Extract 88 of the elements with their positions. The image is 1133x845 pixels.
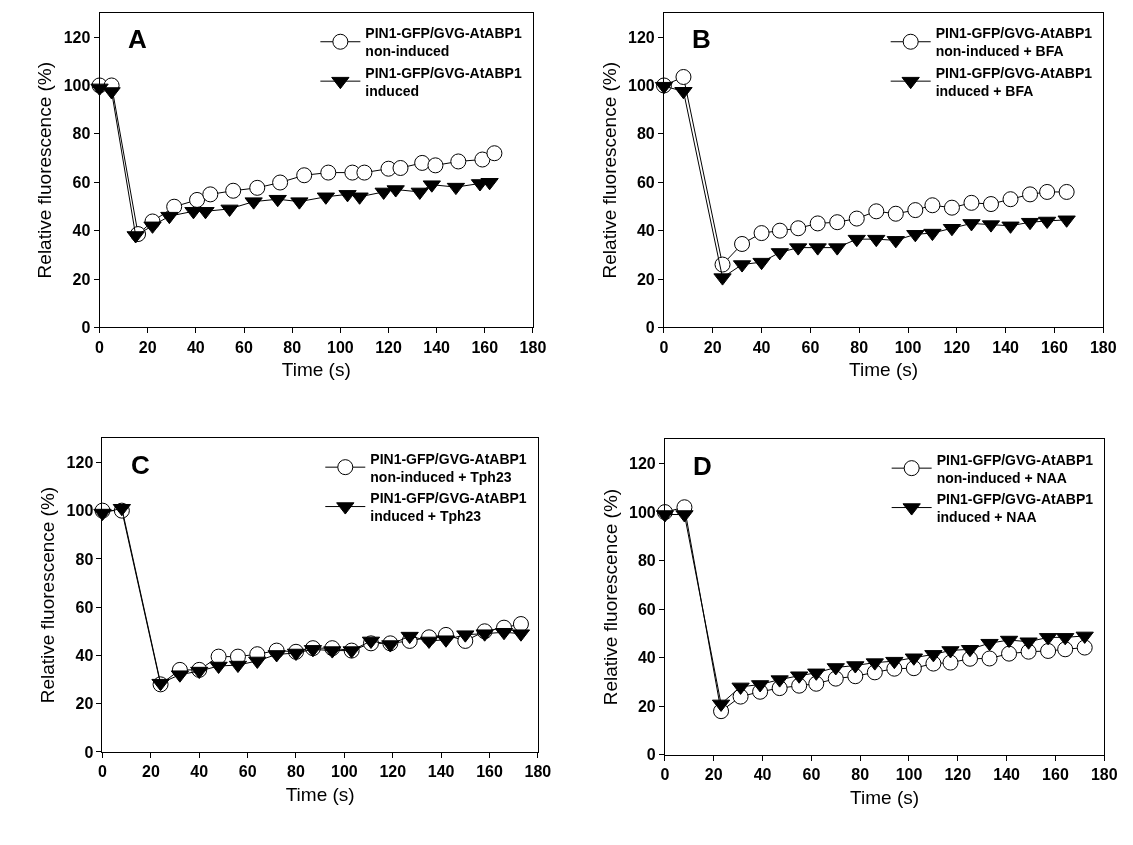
y-tick-label: 0 <box>81 319 91 337</box>
legend-label: PIN1-GFP/GVG-AtABP1 non-induced + Tph23 <box>370 450 527 485</box>
y-tick-label: 100 <box>628 77 655 95</box>
x-tick-label: 40 <box>752 338 771 356</box>
x-tick-label: 140 <box>992 338 1020 356</box>
x-tick-label: 20 <box>141 763 160 781</box>
y-tick-label: 40 <box>637 649 656 667</box>
annotation: D <box>693 451 712 481</box>
y-tick-label: 40 <box>72 222 91 240</box>
legend-label: PIN1-GFP/GVG-AtABP1 non-induced + BFA <box>935 25 1093 60</box>
y-tick-label: 0 <box>646 746 656 764</box>
x-tick-label: 20 <box>703 338 722 356</box>
x-axis-title: Time (s) <box>849 359 919 381</box>
y-tick-label: 20 <box>72 270 91 288</box>
x-tick-label: 100 <box>895 766 923 784</box>
x-axis-title: Time (s) <box>850 786 920 808</box>
x-tick-label: 120 <box>375 338 402 356</box>
x-tick-label: 80 <box>283 338 302 356</box>
x-tick-label: 40 <box>186 338 205 356</box>
y-tick-label: 80 <box>72 125 91 143</box>
x-tick-label: 180 <box>519 338 547 356</box>
y-tick-label: 60 <box>72 173 91 191</box>
x-tick-label: 140 <box>993 766 1021 784</box>
y-tick-label: 120 <box>63 28 91 46</box>
y-axis-title: Relative fluorescence (%) <box>37 486 59 704</box>
x-tick-label: 140 <box>423 338 451 356</box>
x-tick-label: 100 <box>326 338 354 356</box>
x-tick-label: 100 <box>331 763 358 781</box>
y-tick-label: 100 <box>66 502 94 520</box>
x-tick-label: 80 <box>287 763 305 781</box>
x-tick-label: 0 <box>98 763 108 781</box>
y-tick-label: 0 <box>645 319 655 337</box>
x-tick-label: 180 <box>1090 766 1118 784</box>
y-tick-label: 20 <box>636 270 655 288</box>
y-tick-label: 40 <box>75 647 94 664</box>
x-tick-label: 160 <box>471 338 499 356</box>
legend-label: PIN1-GFP/GVG-AtABP1 induced + Tph23 <box>370 489 527 525</box>
y-axis-title: Relative fluorescence (%) <box>599 488 621 706</box>
y-tick-label: 120 <box>628 28 655 46</box>
x-tick-label: 20 <box>704 766 723 784</box>
y-tick-label: 20 <box>637 697 656 715</box>
x-tick-label: 60 <box>801 338 820 356</box>
x-tick-label: 60 <box>238 763 257 781</box>
x-tick-label: 0 <box>659 338 669 356</box>
y-tick-label: 100 <box>629 503 656 521</box>
x-tick-label: 120 <box>943 338 971 356</box>
x-tick-label: 160 <box>1041 338 1068 356</box>
x-axis-title: Time (s) <box>281 359 351 381</box>
x-tick-label: 100 <box>894 338 922 356</box>
y-tick-label: 60 <box>636 173 655 191</box>
x-tick-label: 180 <box>524 763 552 781</box>
x-tick-label: 120 <box>944 766 972 784</box>
x-tick-label: 60 <box>235 338 254 356</box>
y-tick-label: 120 <box>66 454 94 471</box>
y-tick-label: 20 <box>75 695 94 713</box>
legend-label: PIN1-GFP/GVG-AtABP1 non-induced <box>365 25 522 60</box>
legend-label: PIN1-GFP/GVG-AtABP1 induced + BFA <box>935 64 1093 99</box>
x-tick-label: 40 <box>753 766 772 784</box>
x-tick-label: 80 <box>850 338 869 356</box>
x-tick-label: 120 <box>379 763 407 781</box>
x-tick-label: 0 <box>95 338 105 356</box>
legend-label: PIN1-GFP/GVG-AtABP1 non-induced + NAA <box>936 451 1094 486</box>
y-tick-label: 80 <box>636 125 655 143</box>
y-axis-title: Relative fluorescence (%) <box>598 61 620 279</box>
annotation: B <box>692 24 711 54</box>
x-tick-label: 140 <box>427 763 455 781</box>
x-tick-label: 0 <box>660 766 670 784</box>
x-tick-label: 40 <box>190 763 209 781</box>
x-tick-label: 20 <box>138 338 157 356</box>
x-axis-title: Time (s) <box>285 783 355 805</box>
y-tick-label: 60 <box>637 600 656 618</box>
x-tick-label: 60 <box>802 766 821 784</box>
x-tick-label: 80 <box>851 766 870 784</box>
y-tick-label: 40 <box>636 222 655 240</box>
y-tick-label: 60 <box>75 598 94 616</box>
y-tick-label: 0 <box>84 743 94 761</box>
legend-label: PIN1-GFP/GVG-AtABP1 induced <box>365 64 522 99</box>
x-tick-label: 180 <box>1089 338 1117 356</box>
x-tick-label: 160 <box>1042 766 1069 784</box>
x-tick-label: 160 <box>476 763 503 781</box>
y-axis-title: Relative fluorescence (%) <box>34 61 56 279</box>
y-tick-label: 100 <box>63 77 91 95</box>
legend-label: PIN1-GFP/GVG-AtABP1 induced + NAA <box>936 490 1094 526</box>
annotation: A <box>128 24 147 54</box>
y-tick-label: 80 <box>75 550 94 568</box>
y-tick-label: 80 <box>637 552 656 570</box>
annotation: C <box>131 450 150 480</box>
y-tick-label: 120 <box>629 455 656 473</box>
